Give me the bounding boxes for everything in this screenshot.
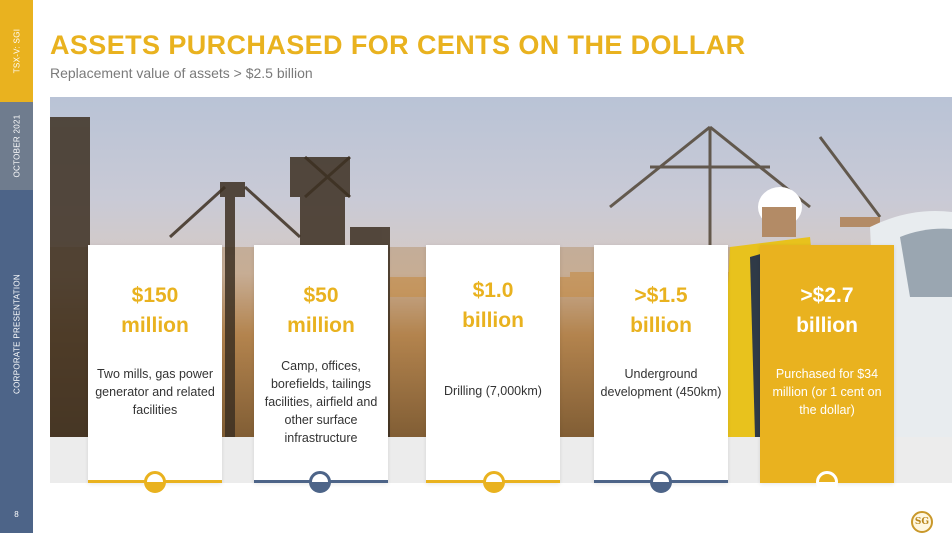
sidebar-ticker: TSX-V: SGI <box>12 28 21 74</box>
sidebar: TSX-V: SGI OCTOBER 2021 CORPORATE PRESEN… <box>0 0 33 533</box>
asset-card-description: Underground development (450km) <box>600 367 722 399</box>
card-marker-dot <box>816 471 838 493</box>
value-unit: million <box>287 314 355 337</box>
asset-card-description: Drilling (7,000km) <box>444 384 542 398</box>
page-title: ASSETS PURCHASED FOR CENTS ON THE DOLLAR <box>50 30 746 60</box>
asset-card-value: >$2.7 billion <box>760 281 894 341</box>
asset-card-infrastructure: $50 million Camp, offices, borefields, t… <box>254 245 388 483</box>
sidebar-section: CORPORATE PRESENTATION <box>12 274 21 395</box>
value-unit: billion <box>630 314 692 337</box>
page-subtitle: Replacement value of assets > $2.5 billi… <box>50 65 313 81</box>
asset-card-value: $50 million <box>254 281 388 341</box>
value-amount: $50 <box>303 284 339 307</box>
value-amount: $150 <box>131 284 179 307</box>
card-marker-dot <box>483 471 505 493</box>
asset-card-value: $150 million <box>88 281 222 341</box>
asset-card-drilling: $1.0 billion Drilling (7,000km) <box>426 245 560 483</box>
value-amount: >$1.5 <box>634 284 688 307</box>
asset-card-mills: $150 million Two mills, gas power genera… <box>88 245 222 483</box>
card-marker-dot <box>144 471 166 493</box>
asset-card-total: >$2.7 billion Purchased for $34 million … <box>760 245 894 483</box>
asset-card-underground: >$1.5 billion Underground development (4… <box>594 245 728 483</box>
value-amount: $1.0 <box>472 279 514 302</box>
value-unit: billion <box>796 314 858 337</box>
sidebar-section-block: CORPORATE PRESENTATION <box>0 190 33 533</box>
card-marker-dot <box>309 471 331 493</box>
company-logo: SG <box>911 511 933 533</box>
sidebar-ticker-block: TSX-V: SGI <box>0 0 33 102</box>
asset-card-value: $1.0 billion <box>426 276 560 336</box>
value-unit: billion <box>462 309 524 332</box>
card-marker-dot <box>650 471 672 493</box>
value-unit: million <box>121 314 189 337</box>
asset-card-description: Camp, offices, borefields, tailings faci… <box>264 359 378 445</box>
asset-card-description: Two mills, gas power generator and relat… <box>95 367 215 417</box>
asset-card-value: >$1.5 billion <box>594 281 728 341</box>
value-amount: >$2.7 <box>800 284 854 307</box>
sidebar-date-block: OCTOBER 2021 <box>0 102 33 190</box>
sidebar-date: OCTOBER 2021 <box>12 114 21 178</box>
page-number: 8 <box>14 510 19 519</box>
asset-card-description: Purchased for $34 million (or 1 cent on … <box>772 367 882 417</box>
